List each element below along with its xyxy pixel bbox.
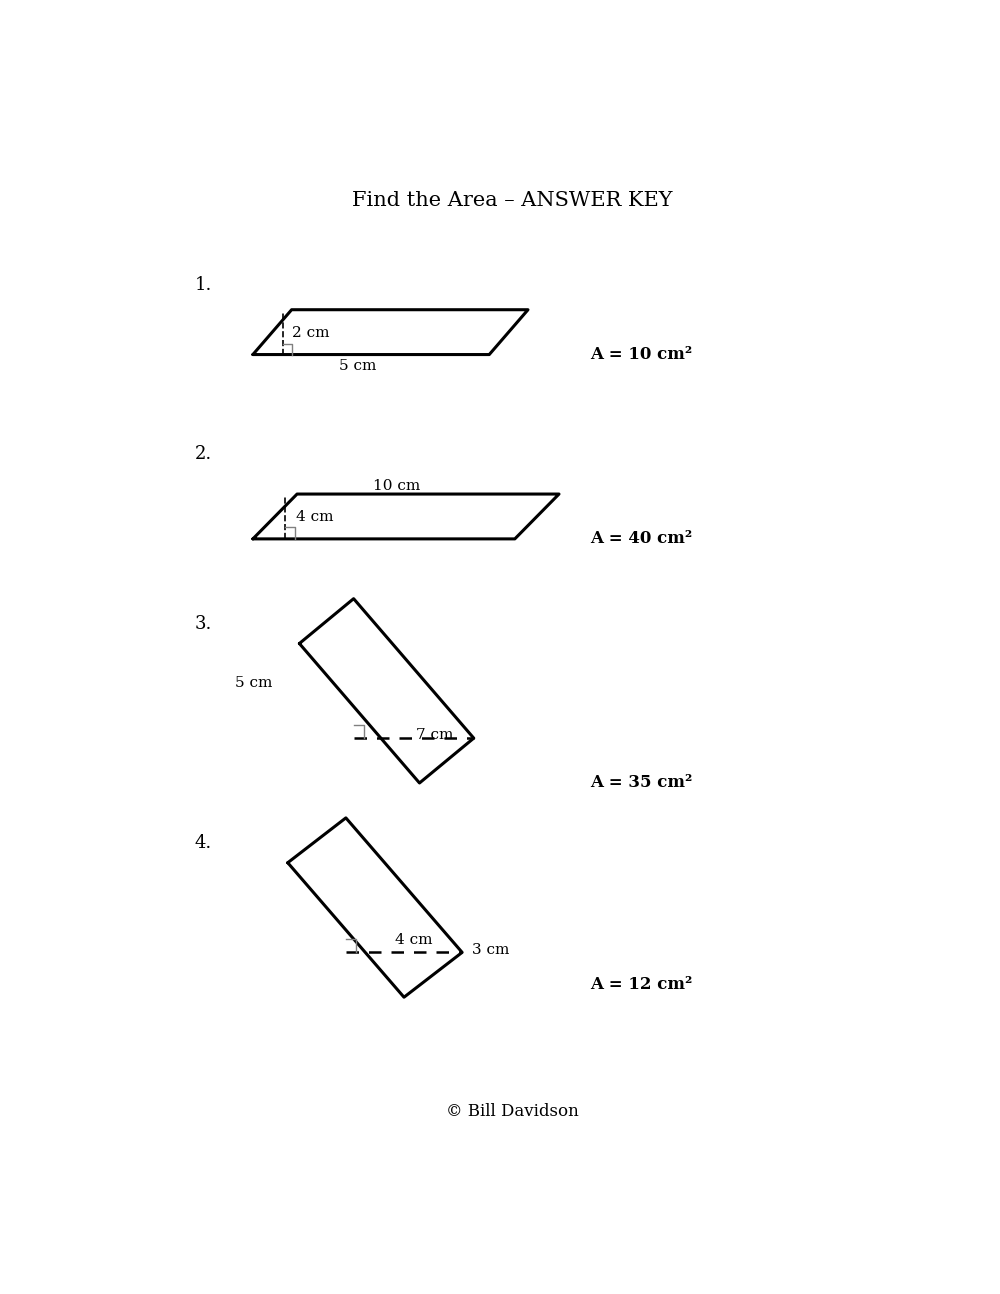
Text: 2.: 2. — [195, 445, 212, 463]
Text: 4 cm: 4 cm — [296, 510, 333, 524]
Text: 10 cm: 10 cm — [373, 479, 420, 493]
Text: 7 cm: 7 cm — [416, 729, 453, 743]
Text: A = 10 cm²: A = 10 cm² — [590, 345, 692, 364]
Text: 5 cm: 5 cm — [339, 358, 376, 373]
Text: Find the Area – ANSWER KEY: Find the Area – ANSWER KEY — [352, 190, 673, 210]
Text: 3 cm: 3 cm — [472, 943, 510, 958]
Text: © Bill Davidson: © Bill Davidson — [446, 1104, 579, 1121]
Text: 5 cm: 5 cm — [235, 677, 272, 691]
Text: A = 40 cm²: A = 40 cm² — [590, 531, 692, 547]
Text: 1.: 1. — [195, 276, 212, 294]
Text: 3.: 3. — [195, 615, 212, 633]
Text: 2 cm: 2 cm — [292, 326, 329, 339]
Text: 4.: 4. — [195, 833, 212, 851]
Text: A = 35 cm²: A = 35 cm² — [590, 775, 692, 792]
Text: 4 cm: 4 cm — [395, 933, 432, 947]
Text: A = 12 cm²: A = 12 cm² — [590, 976, 692, 992]
